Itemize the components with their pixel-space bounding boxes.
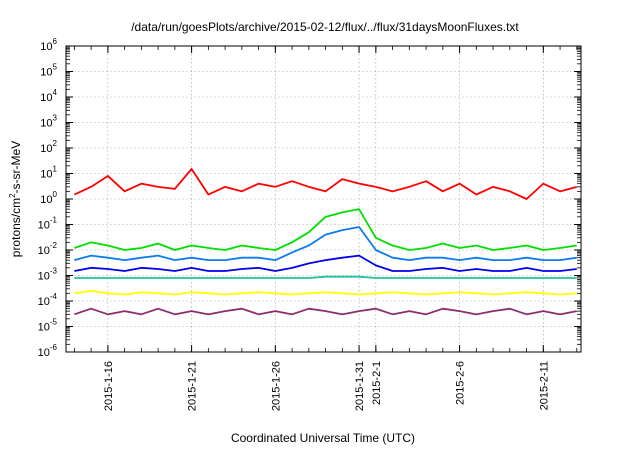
series-line-light_blue [74, 226, 577, 262]
series-line-red [73, 168, 578, 200]
y-tick-label: 102 [40, 139, 57, 155]
y-tick-label: 10-3 [38, 267, 58, 283]
x-axis-ticks: 2015-1-16 2015-1-21 2015-1-26 2015-1-31 2015… [73, 46, 578, 411]
x-tick-label: 2015-2-11 [538, 361, 550, 410]
y-tick-label: 104 [40, 88, 57, 104]
x-tick-label: 2015-2-6 [455, 361, 467, 405]
series-line-teal [74, 275, 577, 279]
series-line-green [74, 208, 577, 251]
x-tick-label: 2015-1-21 [187, 361, 199, 411]
y-tick-label: 103 [40, 114, 57, 130]
chart-title: /data/run/goesPlots/archive/2015-02-12/f… [131, 20, 519, 34]
x-tick-label: 2015-2-1 [371, 361, 383, 405]
x-tick-label: 2015-1-16 [103, 361, 115, 411]
grid-lines [66, 46, 581, 352]
y-axis-label-main: protons/cm [9, 198, 23, 257]
x-tick-label: 2015-1-31 [354, 361, 366, 411]
series-line-purple [74, 307, 577, 316]
y-axis-ticks: 10-6 10-5 10-4 10-3 10-2 10-1 100 101 102 103 104 1… [38, 37, 581, 359]
y-axis-label-rest: -s-sr-MeV [9, 141, 23, 194]
y-tick-label: 106 [40, 37, 57, 53]
y-tick-label: 10-1 [38, 216, 58, 232]
series-lines [73, 168, 578, 316]
y-tick-label: 10-2 [38, 241, 58, 257]
y-tick-label: 10-6 [38, 343, 58, 359]
series-line-yellow [74, 289, 577, 296]
x-tick-label: 2015-1-26 [270, 361, 282, 411]
y-tick-label: 10-5 [38, 318, 58, 334]
y-tick-label: 101 [40, 165, 57, 181]
series-line-blue [74, 254, 577, 272]
y-axis-label-sup: 2 [8, 193, 17, 198]
y-axis-label: protons/cm2-s-sr-MeV [8, 141, 23, 257]
y-tick-label: 105 [40, 63, 57, 79]
y-tick-label: 100 [40, 190, 57, 206]
x-axis-label: Coordinated Universal Time (UTC) [231, 431, 415, 445]
y-tick-label: 10-4 [38, 292, 58, 308]
